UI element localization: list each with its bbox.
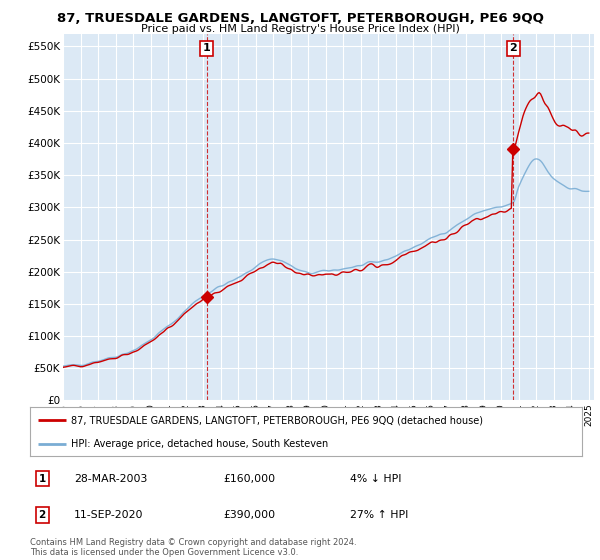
Text: £160,000: £160,000 xyxy=(223,474,275,483)
Text: 1: 1 xyxy=(203,44,211,53)
Text: 87, TRUESDALE GARDENS, LANGTOFT, PETERBOROUGH, PE6 9QQ (detached house): 87, TRUESDALE GARDENS, LANGTOFT, PETERBO… xyxy=(71,416,484,426)
Text: 1: 1 xyxy=(38,474,46,483)
Text: 2: 2 xyxy=(38,510,46,520)
Text: 27% ↑ HPI: 27% ↑ HPI xyxy=(350,510,409,520)
Text: 87, TRUESDALE GARDENS, LANGTOFT, PETERBOROUGH, PE6 9QQ: 87, TRUESDALE GARDENS, LANGTOFT, PETERBO… xyxy=(56,12,544,25)
Text: 28-MAR-2003: 28-MAR-2003 xyxy=(74,474,148,483)
Text: Contains HM Land Registry data © Crown copyright and database right 2024.
This d: Contains HM Land Registry data © Crown c… xyxy=(30,538,356,557)
Text: £390,000: £390,000 xyxy=(223,510,275,520)
Text: HPI: Average price, detached house, South Kesteven: HPI: Average price, detached house, Sout… xyxy=(71,439,329,449)
Text: Price paid vs. HM Land Registry's House Price Index (HPI): Price paid vs. HM Land Registry's House … xyxy=(140,24,460,34)
Text: 4% ↓ HPI: 4% ↓ HPI xyxy=(350,474,401,483)
Text: 11-SEP-2020: 11-SEP-2020 xyxy=(74,510,143,520)
Text: 2: 2 xyxy=(509,44,517,53)
